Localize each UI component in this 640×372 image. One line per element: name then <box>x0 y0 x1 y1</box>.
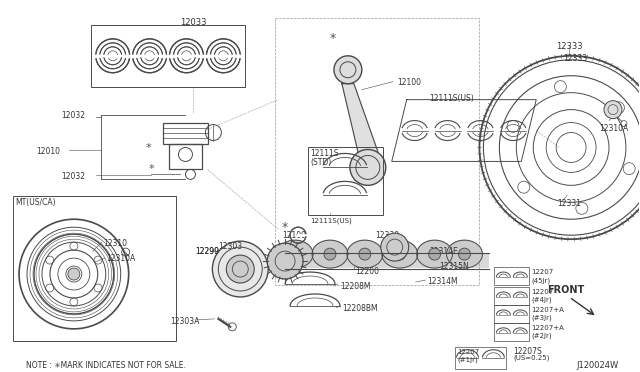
Text: 12299: 12299 <box>195 247 220 256</box>
Text: 12310A: 12310A <box>106 254 135 263</box>
Text: 12299: 12299 <box>195 247 220 256</box>
Text: 12314E: 12314E <box>429 247 458 256</box>
Polygon shape <box>417 240 452 268</box>
Text: 12314M: 12314M <box>428 277 458 286</box>
Circle shape <box>324 248 336 260</box>
Circle shape <box>350 150 386 185</box>
Circle shape <box>359 248 371 260</box>
Bar <box>308 147 383 215</box>
Text: 12208M: 12208M <box>340 282 371 291</box>
Circle shape <box>458 248 470 260</box>
Circle shape <box>394 248 406 260</box>
Text: (#3Jr): (#3Jr) <box>531 315 552 321</box>
Text: 12207: 12207 <box>531 269 554 275</box>
Text: *: * <box>282 221 289 234</box>
Bar <box>285 254 490 268</box>
Text: 12109: 12109 <box>282 231 306 240</box>
Text: 12032: 12032 <box>61 172 85 182</box>
Text: *: * <box>148 164 154 174</box>
Text: (US=0.25): (US=0.25) <box>513 355 550 361</box>
Polygon shape <box>447 240 483 268</box>
Bar <box>91 25 245 87</box>
Polygon shape <box>382 240 418 268</box>
Bar <box>275 18 479 285</box>
Text: 12200: 12200 <box>355 267 379 276</box>
Text: 12207+A: 12207+A <box>531 325 564 331</box>
Circle shape <box>289 248 301 260</box>
Text: 12010: 12010 <box>36 147 60 157</box>
Text: NOTE : ✳MARK INDICATES NOT FOR SALE.: NOTE : ✳MARK INDICATES NOT FOR SALE. <box>26 361 186 370</box>
Bar <box>168 144 202 169</box>
Bar <box>454 347 506 369</box>
Text: 12303A: 12303A <box>170 317 200 326</box>
Text: 12111S: 12111S <box>310 150 339 158</box>
Polygon shape <box>342 84 378 167</box>
Text: 12333: 12333 <box>556 42 582 51</box>
Circle shape <box>334 56 362 84</box>
Text: (STD): (STD) <box>310 158 332 167</box>
Text: 12330: 12330 <box>375 231 399 240</box>
Text: 12111S(US): 12111S(US) <box>310 217 352 224</box>
Text: *: * <box>146 142 151 153</box>
Circle shape <box>604 101 622 119</box>
Text: 12207+A: 12207+A <box>531 307 564 313</box>
Circle shape <box>381 233 409 261</box>
Circle shape <box>68 268 80 280</box>
Bar <box>13 196 175 341</box>
Text: 12303: 12303 <box>218 242 243 251</box>
Text: 12333: 12333 <box>563 54 588 63</box>
Polygon shape <box>277 240 313 268</box>
Text: (#1Jr): (#1Jr) <box>458 357 478 363</box>
Text: 12310A: 12310A <box>599 124 628 132</box>
Bar <box>494 305 529 323</box>
Text: 12208BM: 12208BM <box>342 304 378 313</box>
Text: (45Jr): (45Jr) <box>531 277 550 283</box>
Circle shape <box>212 241 268 297</box>
Text: J120024W: J120024W <box>576 361 618 370</box>
Text: 12207S: 12207S <box>513 347 542 356</box>
Text: 12310: 12310 <box>103 239 127 248</box>
Text: 12111S(US): 12111S(US) <box>429 94 474 103</box>
Polygon shape <box>312 240 348 268</box>
Bar <box>163 122 209 144</box>
Text: 13021: 13021 <box>271 246 295 255</box>
Polygon shape <box>347 240 383 268</box>
Bar <box>494 267 529 285</box>
Text: 12033: 12033 <box>180 18 207 27</box>
Circle shape <box>267 243 303 279</box>
Text: 12207: 12207 <box>458 349 480 355</box>
Text: 12100: 12100 <box>397 78 420 87</box>
Circle shape <box>227 255 254 283</box>
Text: *: * <box>330 32 336 45</box>
Text: FRONT: FRONT <box>547 285 584 295</box>
Bar <box>494 287 529 305</box>
Bar <box>494 323 529 341</box>
Text: (#2Jr): (#2Jr) <box>531 333 552 339</box>
Text: 12331: 12331 <box>557 199 581 208</box>
Text: 12207: 12207 <box>531 289 554 295</box>
Text: 12032: 12032 <box>61 110 85 120</box>
Text: MT(US/CA): MT(US/CA) <box>15 198 56 207</box>
Circle shape <box>429 248 440 260</box>
Text: (#4Jr): (#4Jr) <box>531 297 552 304</box>
Text: 12315N: 12315N <box>440 262 469 271</box>
